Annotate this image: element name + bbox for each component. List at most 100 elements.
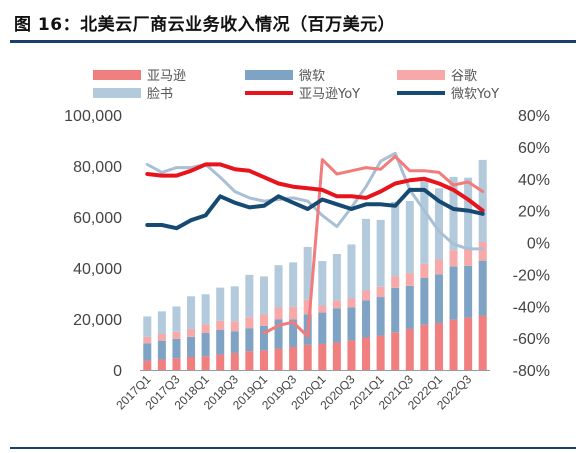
bar-google (391, 276, 400, 288)
bar-google (259, 314, 268, 326)
bar-facebook (449, 176, 458, 251)
right-tick-label: 60% (518, 140, 550, 157)
right-tick-label: -20% (513, 267, 550, 284)
bar-google (157, 334, 166, 341)
bar-amazon (230, 352, 239, 370)
bar-facebook (376, 219, 385, 287)
bar-google (230, 321, 239, 332)
bar-google (187, 328, 196, 337)
title-rule (10, 40, 576, 43)
bar-microsoft (434, 274, 443, 323)
bar-facebook (362, 218, 371, 291)
bar-facebook (289, 262, 298, 307)
bar-google (274, 307, 283, 320)
legend-label: 谷歌 (451, 69, 477, 84)
bar-amazon (420, 324, 429, 370)
bar-amazon (274, 348, 283, 370)
bar-google (245, 317, 254, 329)
bar-microsoft (157, 340, 166, 360)
bar-facebook (245, 274, 254, 318)
bar-facebook (391, 201, 400, 277)
legend-label: 微软YoY (451, 87, 499, 102)
legend-swatch (397, 70, 445, 80)
bar-amazon (187, 356, 196, 370)
bar-facebook (318, 261, 327, 306)
bar-microsoft (216, 329, 225, 355)
bar-microsoft (201, 333, 210, 357)
bar-microsoft (376, 297, 385, 336)
bar-google (376, 286, 385, 298)
bar-google (347, 298, 356, 308)
left-tick-label: 100,000 (64, 108, 122, 125)
legend-swatch (93, 70, 141, 80)
left-tick-label: 40,000 (73, 261, 122, 278)
amazon-yoy-line (145, 162, 485, 213)
bar-amazon (362, 337, 371, 370)
right-tick-label: -60% (513, 331, 550, 348)
bar-amazon (157, 359, 166, 370)
legend-label: 亚马逊 (147, 69, 186, 84)
bar-amazon (449, 319, 458, 370)
bar-amazon (434, 322, 443, 370)
bar-facebook (332, 253, 341, 301)
bar-amazon (318, 343, 327, 370)
bar-facebook (172, 306, 181, 332)
bar-amazon (143, 360, 152, 370)
bar-microsoft (318, 312, 327, 344)
bar-google (464, 248, 473, 266)
bar-microsoft (362, 300, 371, 338)
bar-google (201, 324, 210, 334)
google-yoy-line (262, 154, 485, 338)
bar-microsoft (289, 319, 298, 348)
bar-google (362, 290, 371, 301)
bar-microsoft (405, 285, 414, 329)
bar-amazon (376, 335, 385, 370)
bar-google (289, 306, 298, 320)
chart-title: 图 16：北美云厂商云业务收入情况（百万美元） (14, 15, 396, 35)
bar-amazon (464, 317, 473, 370)
bar-google (420, 263, 429, 278)
bar-facebook (187, 296, 196, 329)
right-tick-label: 80% (518, 108, 550, 125)
right-tick-label: -80% (513, 363, 550, 380)
bar-facebook (478, 159, 487, 242)
bar-google (216, 320, 225, 330)
bar-amazon (405, 328, 414, 370)
bar-facebook (259, 276, 268, 315)
bar-google (143, 336, 152, 344)
bar-amazon (332, 342, 341, 370)
left-tick-label: 60,000 (73, 210, 122, 227)
bar-microsoft (464, 265, 473, 318)
bars (143, 159, 487, 370)
right-tick-label: 20% (518, 204, 550, 221)
legend-label: 亚马逊YoY (299, 87, 360, 102)
bar-google (172, 331, 181, 339)
bar-microsoft (143, 343, 152, 361)
bar-facebook (405, 200, 414, 274)
bar-microsoft (347, 307, 356, 341)
microsoft-yoy-line (145, 187, 485, 231)
bar-facebook (420, 178, 429, 264)
right-axis: 80% 60% 40% 20% 0% -20% -40% -60% -80% (513, 108, 550, 380)
bar-microsoft (230, 331, 239, 353)
bar-amazon (201, 356, 210, 370)
legend-swatch (93, 88, 141, 98)
left-tick-label: 0 (113, 363, 122, 380)
bar-google (449, 250, 458, 267)
lines (145, 151, 485, 338)
bar-facebook (201, 294, 210, 325)
bar-facebook (464, 177, 473, 249)
bar-facebook (230, 286, 239, 322)
bar-microsoft (187, 336, 196, 357)
bar-microsoft (172, 338, 181, 359)
bar-google (332, 300, 341, 309)
left-tick-label: 80,000 (73, 159, 122, 176)
bar-microsoft (274, 319, 283, 349)
bar-google (303, 299, 312, 315)
bar-microsoft (420, 277, 429, 325)
bar-amazon (245, 351, 254, 370)
bar-amazon (289, 347, 298, 370)
legend-swatch (245, 70, 293, 80)
